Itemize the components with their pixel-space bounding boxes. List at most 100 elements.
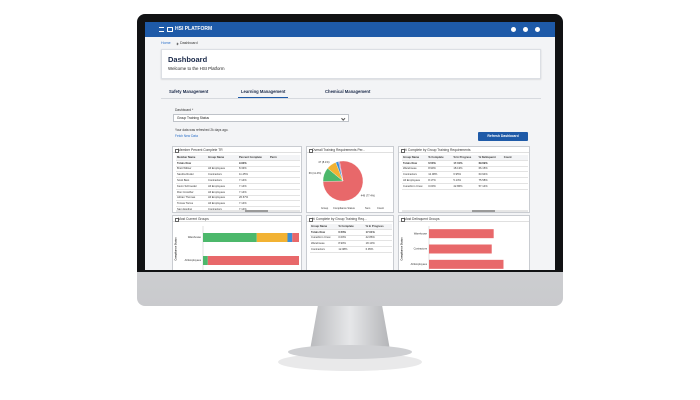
cell: 7.14% xyxy=(238,206,269,212)
cell: 6.50% xyxy=(427,160,453,167)
bar-segment xyxy=(429,244,492,254)
data-table: Group Name% Complete% In Progress% Delin… xyxy=(402,155,528,190)
pie-slice xyxy=(322,160,364,202)
cell: Brett Willow xyxy=(176,166,207,173)
page-subtitle: Welcome to the HSI Platform xyxy=(168,66,225,71)
category-label: Warehouse xyxy=(188,235,202,239)
cell: 7.14% xyxy=(238,183,269,190)
cell xyxy=(269,206,300,212)
header-icon[interactable] xyxy=(523,27,528,32)
chart-control: Sum xyxy=(365,206,370,210)
cell: 12.08% xyxy=(427,171,453,179)
table-row: Cuneiform Crew 0.00% 42.86% 57.14% xyxy=(402,183,528,190)
refresh-button[interactable]: Refresh Dashboard xyxy=(478,132,528,141)
bar-segment xyxy=(203,233,257,242)
refresh-note: Your data was refreshed 2k days ago. xyxy=(175,128,229,132)
scrollbar-thumb xyxy=(244,210,268,212)
cell: Tomas Torres xyxy=(176,200,207,208)
breadcrumb-chevron xyxy=(175,42,179,46)
column-header: Count xyxy=(502,155,528,161)
column-header: Group Name xyxy=(310,224,338,230)
category-label: All Employees xyxy=(411,262,428,266)
cell: Warehouse xyxy=(310,240,338,248)
widget-panel: % Complete by Group Training Requirement… xyxy=(398,146,530,213)
bar-segment xyxy=(292,233,299,242)
cell: 8.90% xyxy=(337,240,365,248)
select-chevron xyxy=(340,116,345,121)
cell: 0.00% xyxy=(427,183,453,190)
page-title: Dashboard xyxy=(168,55,208,64)
widget-title: Most Current Groups xyxy=(178,217,209,221)
cell: 75.58% xyxy=(477,177,503,184)
column-header: % Delinquent xyxy=(477,155,503,161)
table-row: Sandra Ruder Contractors 11.45% xyxy=(176,171,300,179)
brand: HSI PLATFORM xyxy=(175,26,213,32)
category-label: All Employees xyxy=(185,258,202,262)
tab[interactable]: Chemical Management xyxy=(325,89,371,94)
cell: Sam Espling xyxy=(176,206,207,212)
cell: Cuneiform Crew xyxy=(310,235,338,242)
widget-icon xyxy=(400,217,405,222)
fetch-link[interactable]: Fetch New Data xyxy=(175,134,198,138)
bar-segment xyxy=(207,256,299,265)
table-row: Cuneiform Crew 0.00% 42.86% xyxy=(310,235,392,242)
tab[interactable]: Safety Management xyxy=(169,89,209,94)
widget-panel: Member Percent Complete TR Member Name Gro… xyxy=(172,146,302,213)
axis-title: Compliance Status xyxy=(400,237,404,261)
widget-title: % Complete by Group Training Req... xyxy=(312,217,367,221)
header-row: Group Name% Complete% In Progress xyxy=(310,224,392,230)
menu-button[interactable] xyxy=(159,27,164,32)
cell: 7.14% xyxy=(238,189,269,196)
cell: 0.00% xyxy=(337,235,365,242)
cell xyxy=(502,160,528,167)
table-row: Warehouse 8.90% 18.13% 66.15% xyxy=(402,166,528,173)
dashboard-select[interactable]: Group Training Status xyxy=(173,114,349,122)
cell: 26.67% xyxy=(238,195,269,202)
cell: Contractors xyxy=(207,177,238,184)
widget-header xyxy=(173,216,301,222)
data-table: Group Name% Complete% In Progress Totals … xyxy=(310,224,392,253)
tab-divider xyxy=(161,98,541,99)
scrollbar xyxy=(402,210,528,212)
table-row: Tomas Torres All Employees 7.14% xyxy=(176,200,300,208)
select-value: Group Training Status xyxy=(177,116,210,120)
screen: HSI PLATFORM Home Dashboard Dashboard Welcom… xyxy=(145,22,555,270)
chart-control: Group xyxy=(321,206,329,210)
widget-panel: Most Current Groups Compliance Status Ware… xyxy=(172,215,302,270)
chart: Compliance Status Warehouse Contractors All… xyxy=(400,226,504,270)
widget-panel: % Complete by Group Training Req... Group… xyxy=(306,215,394,270)
filter-label: Dashboard * xyxy=(175,108,194,112)
header-icon[interactable] xyxy=(535,27,540,32)
cell: Totals Row xyxy=(176,160,207,167)
stand-base xyxy=(288,345,412,359)
column-header: % Complete xyxy=(427,155,453,161)
cell xyxy=(269,177,300,184)
data-label: 449 (77.4%) xyxy=(361,193,375,197)
cell: 9.90% xyxy=(238,160,269,167)
tab-underline xyxy=(238,97,288,98)
cell: Contractors xyxy=(310,246,338,253)
header-row: Member Name Group Name Percent Complete Per… xyxy=(176,155,300,161)
cell: Warehouse xyxy=(402,166,428,173)
widget-title: Most Delinquent Groups xyxy=(404,217,440,221)
header-row: Group Name% Complete% In Progress% Delin… xyxy=(402,155,528,161)
category-label: Contractors xyxy=(414,247,428,251)
header-icon[interactable] xyxy=(511,27,516,32)
cell: Contractors xyxy=(207,171,238,179)
column-header: Member Name xyxy=(176,155,207,161)
scrollbar xyxy=(176,210,300,212)
widget-icon xyxy=(174,148,179,153)
breadcrumb-link[interactable]: Home xyxy=(161,41,171,45)
bar-segment xyxy=(429,229,494,239)
cell: 7.14% xyxy=(238,177,269,184)
cell xyxy=(269,160,300,167)
tab[interactable]: Learning Management xyxy=(241,89,286,94)
cell: 69.69% xyxy=(477,160,503,167)
cell: 8.33% xyxy=(238,166,269,173)
cell xyxy=(269,189,300,196)
column-header: Group Name xyxy=(207,155,238,161)
bar-segment xyxy=(287,233,293,242)
data-label: 47 (8.1%) xyxy=(318,160,329,164)
cell: 12.08% xyxy=(337,246,365,253)
cell: 6.50% xyxy=(337,229,365,236)
